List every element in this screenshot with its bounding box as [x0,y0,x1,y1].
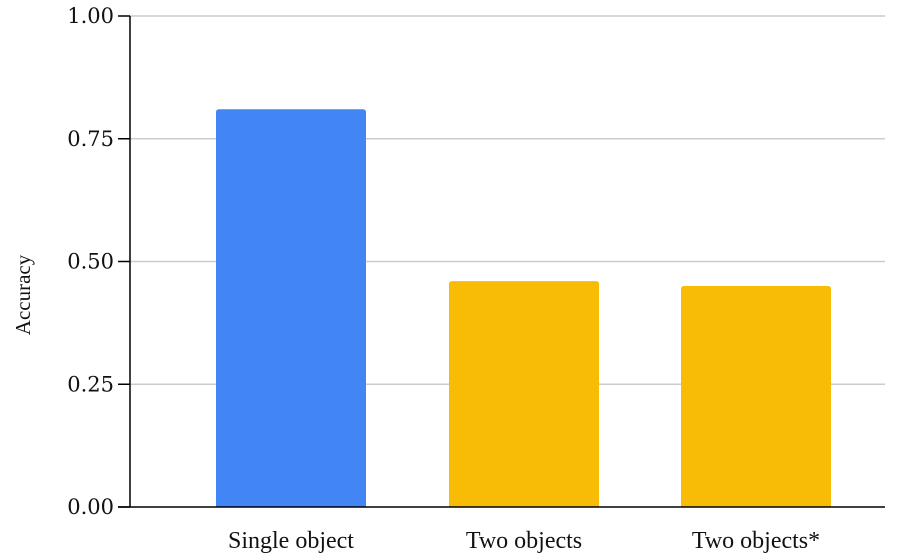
axes [118,15,885,508]
x-category-label: Two objects [466,528,582,554]
bar-two-objects [449,281,599,507]
y-axis-title: Accuracy [11,254,35,335]
bar-single-object [216,109,366,507]
x-category-label: Single object [228,528,354,554]
labels: 0.00 0.25 0.50 0.75 1.00 Single object Two obj… [11,4,820,554]
y-tick-label: 0.50 [67,250,114,274]
y-tick-label: 0.75 [67,127,114,151]
y-tick-label: 1.00 [67,4,114,28]
y-tick-label: 0.25 [67,372,114,396]
bar-two-objects [681,286,831,507]
y-tick-label: 0.00 [67,495,114,519]
x-category-label: Two objects* [692,528,820,554]
bars [216,109,831,507]
